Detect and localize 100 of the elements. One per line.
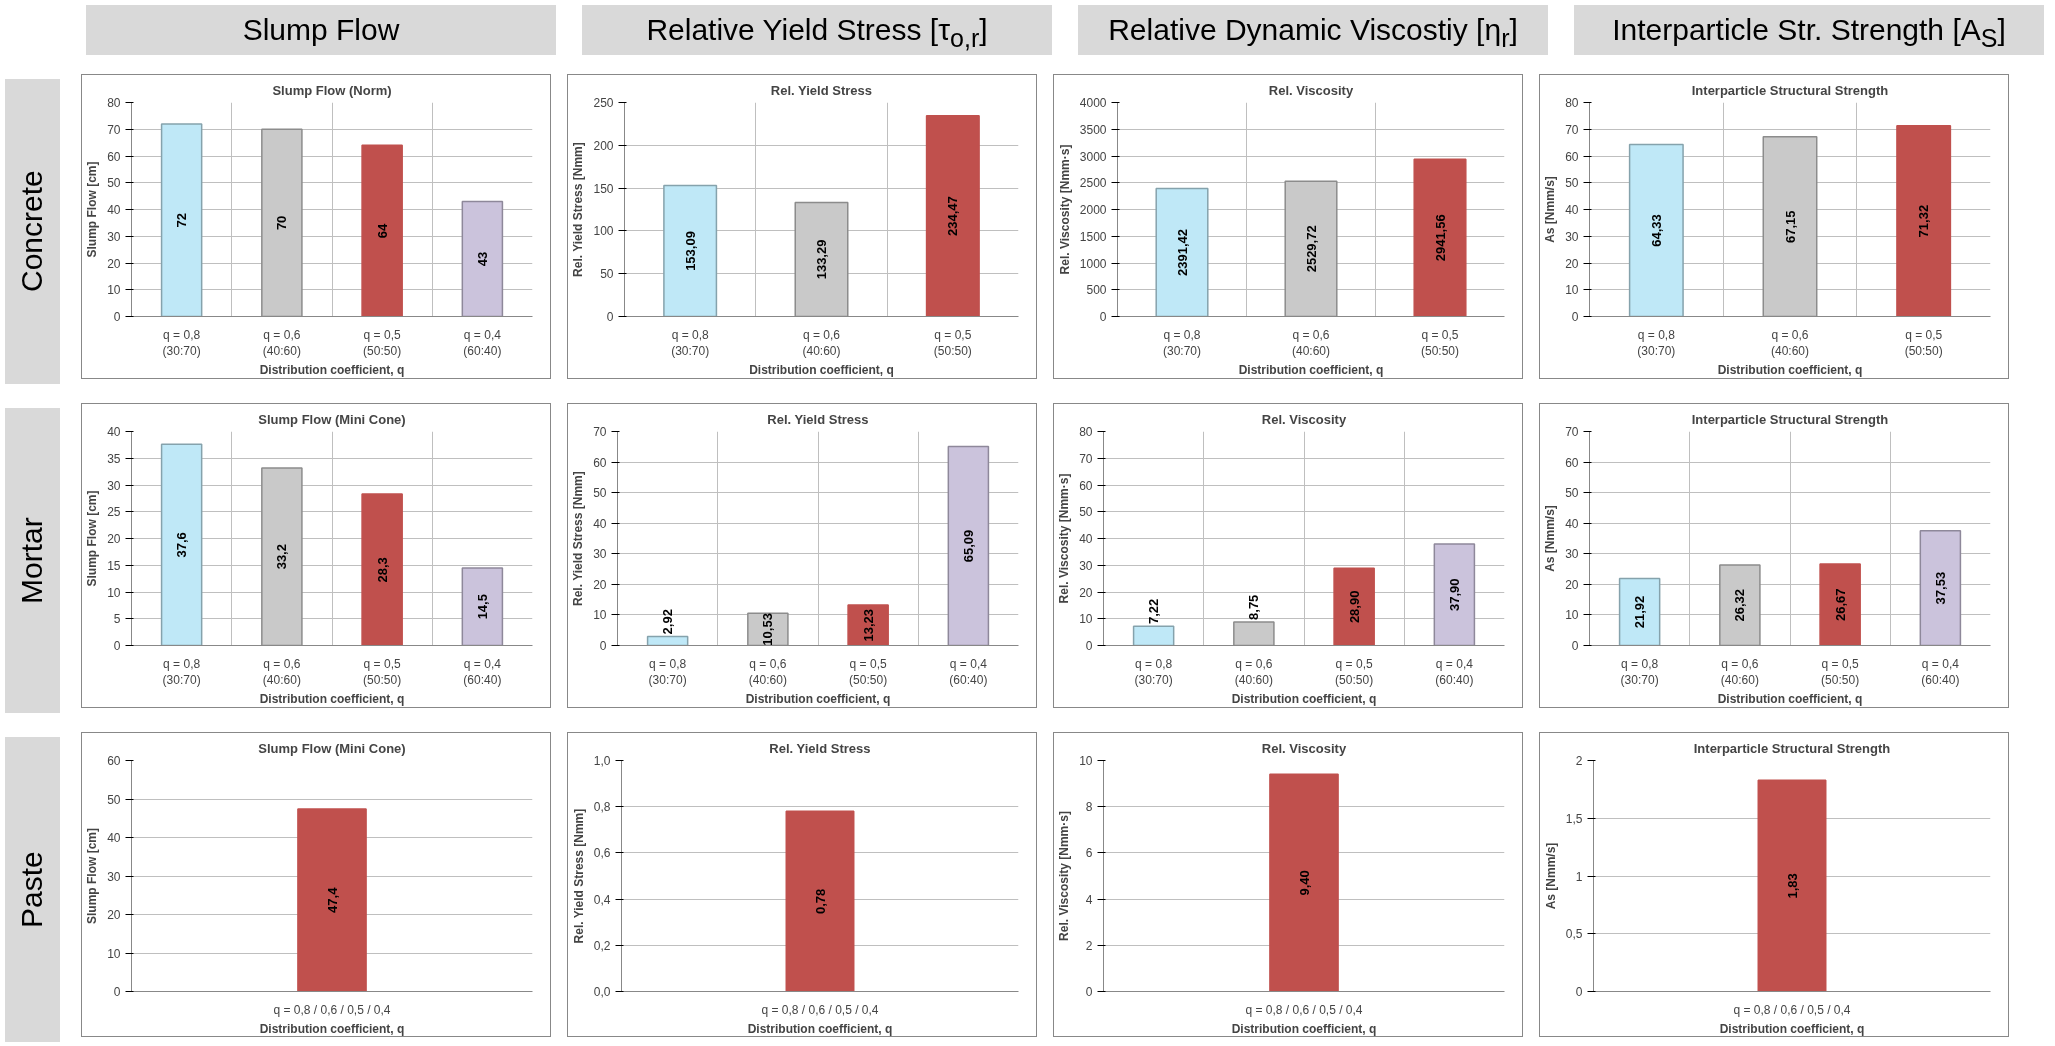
text: Relative Dynamic Viscostiy [η$_{r}$] — [1108, 12, 1518, 54]
chart-title: Rel. Viscosity — [1261, 740, 1347, 756]
y-tick-label: 70 — [107, 122, 121, 137]
y-axis-title: Rel. Viscosity [Nmm·s] — [1057, 473, 1072, 604]
y-tick-label: 30 — [107, 869, 121, 884]
y-tick-label: 60 — [107, 149, 121, 164]
y-tick-label: 10 — [1565, 608, 1579, 623]
x-axis-title: Distribution coefficient, q — [259, 692, 405, 707]
x-tick-label: q = 0,5 (50:50) — [1335, 656, 1374, 688]
y-tick-label: 20 — [1565, 577, 1579, 592]
data-label: 26,67 — [1832, 588, 1848, 621]
y-axis-title: Rel. Viscosity [Nmm·s] — [1057, 144, 1072, 275]
y-tick-label: 80 — [1565, 96, 1579, 110]
data-label: 234,47 — [945, 196, 961, 237]
data-label: 37,6 — [174, 532, 190, 558]
x-axis-title: Distribution coefficient, q — [745, 692, 891, 707]
text: Interparticle Str. Strength [A$_{S}$] — [1612, 12, 2006, 54]
y-axis-title: Slump Flow [cm] — [85, 161, 100, 258]
x-tick-label: q = 0,8 / 0,6 / 0,5 / 0,4 — [1733, 1002, 1851, 1017]
y-tick-label: 0 — [1571, 310, 1579, 324]
y-tick-label: 40 — [107, 425, 121, 439]
y-tick-label: 50 — [1565, 176, 1579, 191]
y-tick-label: 20 — [1079, 585, 1093, 600]
x-tick-label: q = 0,6 (40:60) — [802, 327, 841, 359]
x-tick-label: q = 0,8 / 0,6 / 0,5 / 0,4 — [761, 1002, 879, 1017]
chart-title: Interparticle Structural Strength — [1693, 740, 1891, 756]
bar — [663, 184, 718, 317]
chart-title: Rel. Yield Stress — [769, 740, 871, 756]
bar — [160, 443, 203, 646]
y-tick-label: 0,0 — [593, 985, 611, 999]
y-tick-label: 1000 — [1079, 256, 1107, 271]
x-tick-label: q = 0,4 (60:40) — [1921, 656, 1960, 688]
bar — [361, 144, 403, 317]
data-label: 67,15 — [1782, 210, 1798, 243]
x-tick-label: q = 0,5 (50:50) — [849, 656, 888, 688]
y-tick-label: 20 — [107, 908, 121, 922]
data-label: 65,09 — [960, 529, 976, 563]
y-tick-label: 0,8 — [593, 800, 611, 815]
x-axis-title: Distribution coefficient, q — [747, 1021, 893, 1036]
y-axis-title: Rel. Viscosity [Nmm·s] — [1057, 811, 1072, 941]
x-tick-label: q = 0,5 (50:50) — [1821, 656, 1860, 688]
chart-title: Rel. Yield Stress — [770, 82, 872, 98]
x-axis-title: Distribution coefficient, q — [1231, 1021, 1377, 1036]
bar — [461, 200, 504, 317]
x-tick-label: q = 0,6 (40:60) — [262, 327, 301, 359]
y-tick-label: 10 — [1079, 612, 1093, 627]
data-label: 72 — [174, 212, 190, 228]
x-axis-title: Distribution coefficient, q — [749, 363, 894, 378]
chart-title: Slump Flow (Norm) — [272, 82, 392, 98]
x-tick-label: q = 0,8 (30:70) — [162, 656, 201, 688]
bar — [925, 115, 980, 317]
y-axis-title: As [Nmm/s] — [1543, 505, 1558, 572]
y-tick-label: 60 — [1565, 149, 1579, 164]
y-tick-label: 1,5 — [1565, 811, 1583, 826]
y-tick-label: 15 — [107, 558, 121, 573]
y-tick-label: 60 — [593, 455, 607, 470]
y-tick-label: 30 — [107, 478, 121, 493]
data-label: 26,32 — [1732, 588, 1748, 622]
y-tick-label: 30 — [1565, 229, 1579, 244]
y-tick-label: 25 — [107, 505, 121, 520]
y-tick-label: 0 — [113, 310, 121, 324]
x-tick-label: q = 0,5 (50:50) — [933, 327, 972, 359]
bar — [1896, 124, 1952, 317]
bar — [1919, 530, 1962, 646]
bar — [160, 123, 203, 317]
y-tick-label: 0 — [1571, 639, 1579, 653]
y-tick-label: 0 — [1099, 310, 1107, 324]
y-tick-label: 3500 — [1079, 122, 1107, 137]
bar — [1433, 543, 1476, 646]
bar — [1618, 577, 1661, 646]
x-tick-label: q = 0,4 (60:40) — [1435, 656, 1474, 688]
y-tick-label: 150 — [593, 181, 614, 196]
x-tick-label: q = 0,5 (50:50) — [1420, 327, 1460, 359]
x-tick-label: q = 0,8 (30:70) — [1637, 327, 1676, 359]
y-tick-label: 30 — [1079, 558, 1093, 573]
x-tick-label: q = 0,5 (50:50) — [363, 327, 402, 359]
data-label: 13,23 — [860, 609, 876, 642]
chart-title: Slump Flow (Mini Cone) — [258, 411, 406, 427]
y-tick-label: 3000 — [1079, 149, 1107, 164]
bar — [1819, 563, 1861, 646]
y-tick-label: 1 — [1575, 869, 1583, 884]
chart-title: Slump Flow (Mini Cone) — [258, 740, 406, 756]
data-label: 47,4 — [324, 886, 340, 913]
x-tick-label: q = 0,6 (40:60) — [1770, 327, 1810, 359]
y-tick-label: 50 — [1079, 505, 1093, 520]
x-tick-label: q = 0,8 (30:70) — [1134, 656, 1173, 688]
data-label: 1,83 — [1784, 873, 1800, 899]
data-label: 28,90 — [1346, 590, 1362, 624]
x-tick-label: q = 0,5 (50:50) — [1904, 327, 1943, 359]
y-tick-label: 10 — [1079, 754, 1093, 768]
x-tick-label: q = 0,8 (30:70) — [671, 327, 710, 359]
x-axis-title: Distribution coefficient, q — [259, 1021, 405, 1036]
y-tick-label: 10 — [107, 283, 121, 298]
text: Concrete — [14, 170, 50, 293]
y-tick-label: 2500 — [1079, 176, 1107, 191]
data-label: 133,29 — [814, 239, 829, 280]
y-tick-label: 10 — [107, 585, 121, 600]
y-tick-label: 2000 — [1079, 203, 1107, 217]
x-tick-label: q = 0,5 (50:50) — [363, 656, 402, 688]
chart-title: Rel. Yield Stress — [767, 411, 869, 427]
